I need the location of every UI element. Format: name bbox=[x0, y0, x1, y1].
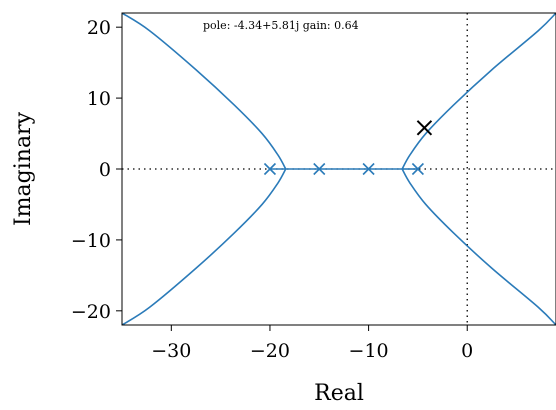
open-loop-pole-marker bbox=[362, 162, 375, 176]
x-tick-label: −20 bbox=[250, 340, 290, 362]
locus-branches bbox=[122, 13, 556, 325]
open-loop-poles bbox=[263, 162, 424, 176]
locus-branch-9 bbox=[401, 168, 556, 325]
y-axis-title: Imaginary bbox=[11, 111, 36, 226]
x-tick-label: −30 bbox=[151, 340, 191, 362]
pole-gain-annotation: pole: -4.34+5.81j gain: 0.64 bbox=[203, 19, 359, 32]
x-axis-title: Real bbox=[314, 381, 364, 406]
reference-lines bbox=[122, 13, 556, 325]
y-ticks: −20 −10 0 10 20 bbox=[71, 17, 122, 323]
x-ticks: −30 −20 −10 0 bbox=[151, 325, 473, 362]
locus-branch-7 bbox=[122, 168, 287, 325]
locus-branch-6 bbox=[122, 13, 287, 170]
open-loop-pole-marker bbox=[263, 162, 277, 176]
locus-branch-8 bbox=[401, 13, 556, 170]
y-tick-label: 0 bbox=[99, 159, 111, 181]
y-tick-label: 20 bbox=[87, 17, 111, 39]
open-loop-pole-marker bbox=[313, 162, 326, 176]
selected-pole-group[interactable] bbox=[416, 120, 433, 136]
x-tick-label: −10 bbox=[349, 340, 389, 362]
y-tick-label: −20 bbox=[71, 301, 111, 323]
selected-pole-marker[interactable] bbox=[416, 120, 433, 136]
x-tick-label: 0 bbox=[461, 340, 473, 362]
y-tick-label: 10 bbox=[87, 88, 111, 110]
y-tick-label: −10 bbox=[71, 230, 111, 252]
open-loop-pole-marker bbox=[411, 162, 424, 176]
